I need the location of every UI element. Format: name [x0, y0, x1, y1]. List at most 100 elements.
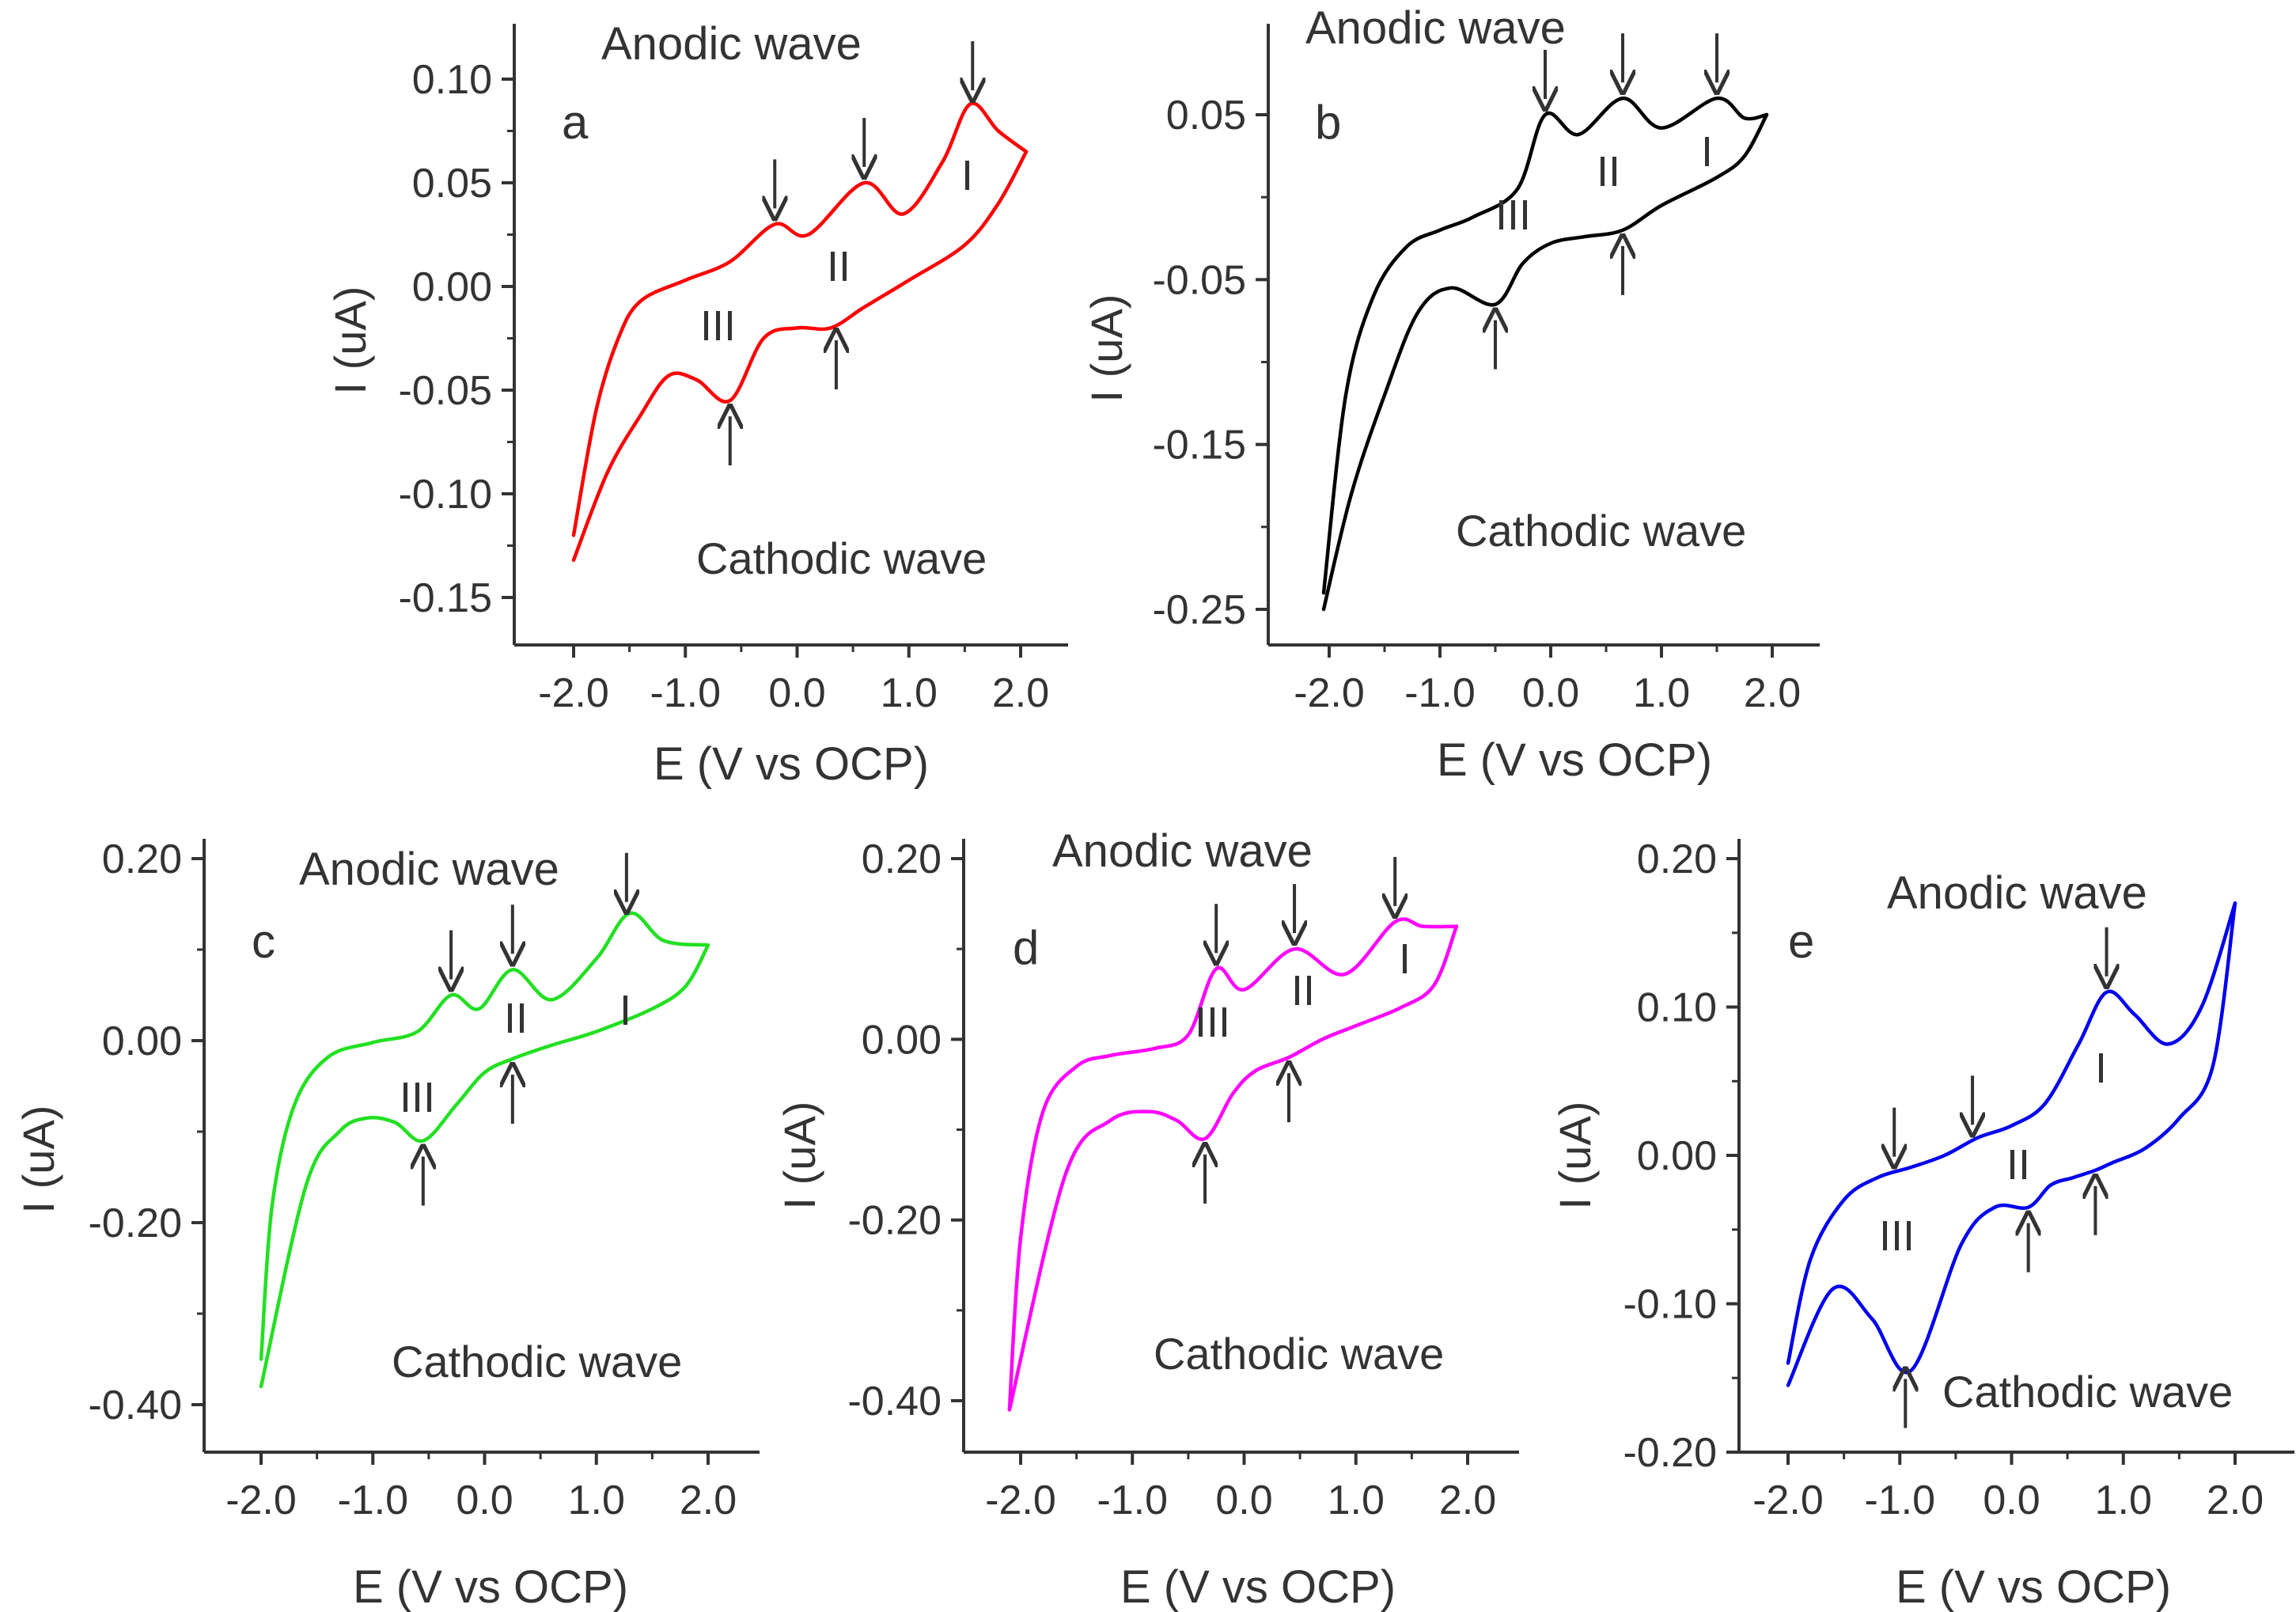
- anodic-wave-label: Anodic wave: [1305, 2, 1566, 54]
- x-tick-label: 0.0: [456, 1477, 513, 1523]
- cathodic-wave-label: Cathodic wave: [1456, 506, 1746, 556]
- cathodic-wave-label: Cathodic wave: [1154, 1329, 1444, 1379]
- y-tick-label: -0.05: [1152, 257, 1246, 303]
- peak-arrows: [1894, 927, 2106, 1428]
- y-axis-label: I (uA): [1550, 1102, 1600, 1210]
- peak-label-ii: II: [1597, 148, 1620, 195]
- x-tick-label: -2.0: [225, 1477, 297, 1523]
- y-tick-label: -0.20: [88, 1200, 182, 1246]
- x-axis-label: E (V vs OCP): [654, 738, 929, 790]
- y-tick-label: -0.40: [88, 1383, 182, 1428]
- y-tick-label: 0.20: [862, 836, 942, 882]
- cathodic-scan-curve: [1786, 901, 2237, 1387]
- peak-arrows: [1205, 856, 1395, 1204]
- y-tick-label: -0.05: [398, 368, 492, 414]
- plot-area: [203, 839, 760, 1454]
- anodic-wave-label: Anodic wave: [1052, 825, 1313, 877]
- peak-label-iii: III: [1495, 192, 1531, 239]
- x-axis-ticks: -2.0 -1.0 0.0 1.0 2.0: [985, 1452, 1496, 1523]
- peak-arrows: [423, 852, 627, 1206]
- y-axis-ticks: 0.20 0.00 -0.20 -0.40: [847, 836, 964, 1424]
- y-axis-ticks: 0.10 0.05 0.00 -0.05 -0.10 -0.15: [398, 57, 514, 621]
- peak-label-i: I: [1701, 128, 1713, 176]
- peak-arrows: [1495, 33, 1717, 370]
- peak-label-ii: II: [827, 243, 851, 290]
- peak-label-i: I: [1399, 935, 1411, 983]
- x-tick-label: -2.0: [985, 1477, 1056, 1523]
- panel-e: -2.0 -1.0 0.0 1.0 2.0 0.20 0.10 0.00 -0.10 -0.20…: [1550, 836, 2294, 1612]
- y-tick-label: 0.00: [862, 1017, 942, 1063]
- x-tick-label: 1.0: [1633, 670, 1690, 716]
- cathodic-wave-label: Cathodic wave: [392, 1337, 682, 1386]
- cathodic-wave-label: Cathodic wave: [696, 533, 987, 583]
- cv-curves: [571, 101, 1029, 563]
- y-tick-label: -0.20: [847, 1198, 942, 1244]
- x-tick-label: -1.0: [1097, 1477, 1168, 1523]
- cathodic-scan-curve: [259, 943, 710, 1389]
- x-tick-label: 0.0: [1215, 1477, 1272, 1523]
- x-axis-ticks: -2.0 -1.0 0.0 1.0 2.0: [538, 645, 1049, 716]
- x-tick-label: -1.0: [1864, 1477, 1935, 1523]
- x-axis-label: E (V vs OCP): [1120, 1561, 1396, 1612]
- panel-label: b: [1315, 96, 1341, 149]
- plot-area: [513, 24, 1068, 647]
- y-tick-label: -0.15: [398, 575, 492, 621]
- panel-a: -2.0 -1.0 0.0 1.0 2.0 0.10 0.05 0.00 -0.05 -0.10…: [325, 18, 1068, 790]
- x-tick-label: -1.0: [337, 1477, 408, 1523]
- x-tick-label: -2.0: [538, 670, 609, 716]
- x-axis-ticks: -2.0 -1.0 0.0 1.0 2.0: [1294, 645, 1801, 716]
- y-tick-label: 0.00: [412, 264, 492, 310]
- x-axis-ticks: -2.0 -1.0 0.0 1.0 2.0: [1752, 1452, 2264, 1523]
- x-tick-label: 0.0: [1522, 670, 1579, 716]
- x-tick-label: -1.0: [1404, 670, 1476, 716]
- anodic-scan-curve: [571, 101, 1029, 537]
- y-axis-label: I (uA): [1082, 294, 1131, 403]
- cathodic-wave-label: Cathodic wave: [1942, 1367, 2233, 1417]
- y-axis-ticks: 0.20 0.10 0.00 -0.10 -0.20: [1623, 836, 1739, 1476]
- x-tick-label: 0.0: [1983, 1477, 2040, 1523]
- x-tick-label: 2.0: [992, 670, 1049, 716]
- y-tick-label: 0.20: [102, 836, 182, 882]
- x-axis-label: E (V vs OCP): [1437, 734, 1712, 786]
- x-axis-ticks: -2.0 -1.0 0.0 1.0 2.0: [225, 1452, 737, 1523]
- x-tick-label: 2.0: [680, 1477, 737, 1523]
- peak-label-iii: III: [1879, 1212, 1915, 1260]
- panel-label: a: [562, 96, 589, 149]
- cv-curves: [259, 911, 710, 1389]
- panel-label: e: [1788, 915, 1814, 968]
- panel-label: c: [252, 915, 275, 968]
- anodic-wave-label: Anodic wave: [601, 18, 862, 70]
- y-axis-ticks: 0.05 -0.05 -0.15 -0.25: [1152, 93, 1268, 633]
- x-tick-label: 0.0: [768, 670, 825, 716]
- peak-label-iii: III: [1195, 999, 1230, 1046]
- y-tick-label: -0.10: [398, 472, 492, 518]
- x-tick-label: -2.0: [1294, 670, 1365, 716]
- y-tick-label: 0.05: [1166, 93, 1246, 138]
- panel-d: -2.0 -1.0 0.0 1.0 2.0 0.20 0.00 -0.20 -0.40 d A…: [775, 825, 1519, 1612]
- peak-label-iii: III: [400, 1074, 435, 1121]
- cathodic-scan-curve: [1321, 112, 1769, 612]
- anodic-scan-curve: [259, 911, 710, 1361]
- y-tick-label: 0.20: [1637, 836, 1717, 882]
- anodic-scan-curve: [1007, 917, 1459, 1412]
- x-tick-label: 1.0: [568, 1477, 625, 1523]
- peak-label-ii: II: [2006, 1141, 2030, 1189]
- cv-curves: [1321, 96, 1769, 612]
- panel-c: -2.0 -1.0 0.0 1.0 2.0 0.20 0.00 -0.20 -0.40 c A…: [13, 836, 760, 1612]
- anodic-wave-label: Anodic wave: [299, 844, 559, 895]
- plot-area: [1267, 24, 1820, 647]
- y-axis-ticks: 0.20 0.00 -0.20 -0.40: [88, 836, 204, 1428]
- x-tick-label: 1.0: [1328, 1477, 1385, 1523]
- y-tick-label: 0.10: [1637, 985, 1717, 1031]
- y-tick-label: -0.20: [1623, 1430, 1717, 1476]
- anodic-wave-label: Anodic wave: [1887, 867, 2147, 919]
- x-tick-label: 2.0: [1744, 670, 1801, 716]
- y-axis-label: I (uA): [13, 1106, 63, 1214]
- y-tick-label: 0.00: [102, 1018, 182, 1064]
- x-tick-label: 1.0: [2095, 1477, 2152, 1523]
- panel-label: d: [1013, 921, 1039, 974]
- panel-b: -2.0 -1.0 0.0 1.0 2.0 0.05-0.05-0.15-0.25 b …: [1082, 2, 1820, 786]
- anodic-scan-curve: [1786, 901, 2237, 1365]
- cathodic-scan-curve: [1007, 924, 1459, 1412]
